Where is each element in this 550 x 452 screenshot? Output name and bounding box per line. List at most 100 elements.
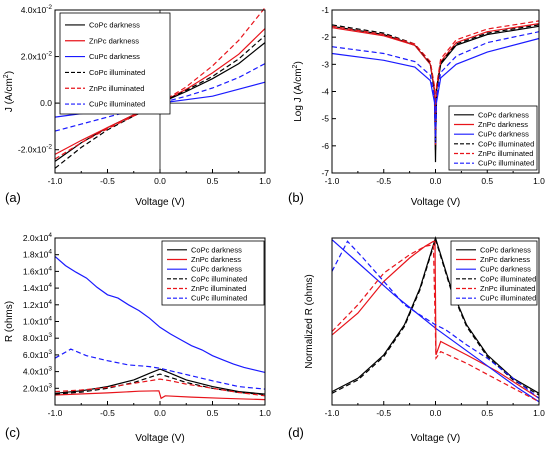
legend-entry: ZnPc darkness [480, 255, 530, 264]
legend-box [161, 240, 265, 306]
series-line-cupc-illuminated [54, 348, 266, 390]
x-tick-label: -1.0 [48, 408, 63, 418]
panel-label: (d) [288, 425, 304, 440]
chart-panel-a: -1.0 -0.5 0.0 0.5 1.0 -2.0x10-2 0.0 2.0x10-2 4.0… [3, 4, 271, 208]
y-tick-label: 0.0 [40, 98, 52, 108]
legend-entry: ZnPc illuminated [89, 84, 144, 93]
x-tick-label: 0.5 [481, 408, 493, 418]
y-tick-label: 1.4x104 [23, 282, 53, 293]
series-line-znpc-illuminated [331, 243, 540, 403]
y-tick-label: 4.0x10-2 [21, 4, 53, 15]
x-tick-label: -0.5 [376, 408, 391, 418]
legend-entry: CoPc darkness [478, 110, 529, 119]
x-tick-label: 1.0 [533, 176, 545, 186]
series-line-cupc-illuminated [331, 240, 540, 399]
legend-entry: ZnPc illuminated [478, 149, 533, 158]
legend-entry: CoPc illuminated [89, 68, 145, 77]
y-tick-label: -2.0x10-2 [18, 144, 53, 155]
x-tick-label: 1.0 [259, 176, 271, 186]
series-line-copc-illuminated [331, 237, 540, 396]
x-axis-label: Voltage (V) [411, 433, 460, 444]
y-axis-label: R (ohms) [4, 301, 15, 342]
y-tick-label: -2 [321, 32, 329, 42]
y-axis-label: Normalized R (ohms) [304, 274, 315, 368]
legend-entry: ZnPc illuminated [191, 284, 246, 293]
legend-entry: CuPc darkness [191, 265, 242, 274]
x-tick-label: 0.0 [430, 176, 442, 186]
legend-box [450, 240, 538, 306]
y-tick-label: 8.0x103 [23, 332, 53, 343]
y-tick-label: 2.0x104 [23, 232, 53, 243]
legend-entry: CoPc darkness [480, 245, 531, 254]
legend-entry: CuPc darkness [478, 130, 529, 139]
series-line-znpc-illuminated [54, 378, 266, 397]
y-axis-label: J (A/cm2) [3, 71, 15, 112]
legend-entry: CoPc illuminated [478, 139, 534, 148]
x-tick-label: 0.5 [207, 176, 219, 186]
panel-label: (a) [5, 190, 21, 205]
x-tick-label: 0.0 [154, 408, 166, 418]
panel-label: (c) [5, 425, 20, 440]
legend-box [59, 12, 171, 115]
series-line-copc-darkness [54, 368, 266, 395]
y-tick-label: 4.0x103 [23, 366, 53, 377]
legend-entry: CuPc illuminated [480, 294, 536, 303]
legend-entry: CuPc darkness [89, 52, 140, 61]
legend-entry: CoPc darkness [191, 245, 242, 254]
x-tick-label: 0.5 [481, 176, 493, 186]
legend-box [448, 105, 538, 171]
x-tick-label: 0.0 [154, 176, 166, 186]
series-line-cupc-darkness [54, 255, 266, 373]
x-tick-label: -1.0 [48, 176, 63, 186]
y-tick-label: 2.0x10-2 [21, 51, 53, 62]
x-tick-label: -0.5 [100, 176, 115, 186]
y-tick-label: -5 [321, 114, 329, 124]
legend-entry: ZnPc illuminated [480, 284, 535, 293]
legend-entry: ZnPc darkness [89, 36, 139, 45]
y-axis-label: Log J (A/cm2) [292, 61, 304, 122]
y-tick-label: 1.8x104 [23, 249, 53, 260]
x-axis-label: Voltage (V) [411, 197, 460, 208]
y-tick-label: 2.0x103 [23, 382, 53, 393]
legend-entry: CoPc illuminated [191, 274, 247, 283]
series-line-znpc-illuminated [54, 7, 266, 160]
legend-entry: CuPc illuminated [478, 159, 534, 168]
y-tick-label: -7 [321, 168, 329, 178]
y-tick-label: 1.0x104 [23, 316, 53, 327]
y-tick-label: -3 [321, 59, 329, 69]
x-tick-label: -1.0 [325, 408, 340, 418]
chart-panel-c: -1.0 -0.5 0.0 0.5 1.0 2.0x103 4.0x103 6.0x103 8.… [4, 232, 271, 444]
x-tick-label: 0.0 [430, 408, 442, 418]
y-tick-label: -4 [321, 87, 329, 97]
x-tick-label: 1.0 [259, 408, 271, 418]
x-tick-label: -0.5 [376, 176, 391, 186]
series-line-znpc-darkness [331, 240, 540, 399]
legend-entry: CuPc darkness [480, 265, 531, 274]
x-tick-label: -1.0 [325, 176, 340, 186]
y-tick-label: -1 [321, 5, 329, 15]
x-axis-label: Voltage (V) [135, 433, 184, 444]
x-tick-label: 0.5 [207, 408, 219, 418]
legend-entry: CuPc illuminated [191, 294, 247, 303]
panel-label: (b) [288, 190, 304, 205]
x-axis-label: Voltage (V) [135, 197, 184, 208]
x-tick-label: 1.0 [533, 408, 545, 418]
chart-panel-b: -1.0 -0.5 0.0 0.5 1.0 -7 -6 -5 -4 -3 -2 -1 Voltage (… [288, 5, 545, 208]
y-tick-label: 1.6x104 [23, 265, 53, 276]
series-line-znpc-darkness [54, 390, 266, 401]
y-tick-label: 6.0x103 [23, 349, 53, 360]
y-tick-label: 1.2x104 [23, 299, 53, 310]
series-line-cupc-illuminated [331, 31, 540, 141]
legend-entry: CoPc illuminated [480, 274, 536, 283]
x-tick-label: -0.5 [100, 408, 115, 418]
y-tick-label: -6 [321, 141, 329, 151]
series-line-cupc-darkness [331, 37, 540, 144]
legend-entry: CuPc illuminated [89, 100, 145, 109]
chart-panel-d: -1.0 -0.5 0.0 0.5 1.0 Voltage (V) Normalized R… [288, 235, 545, 444]
legend-entry: ZnPc darkness [191, 255, 241, 264]
